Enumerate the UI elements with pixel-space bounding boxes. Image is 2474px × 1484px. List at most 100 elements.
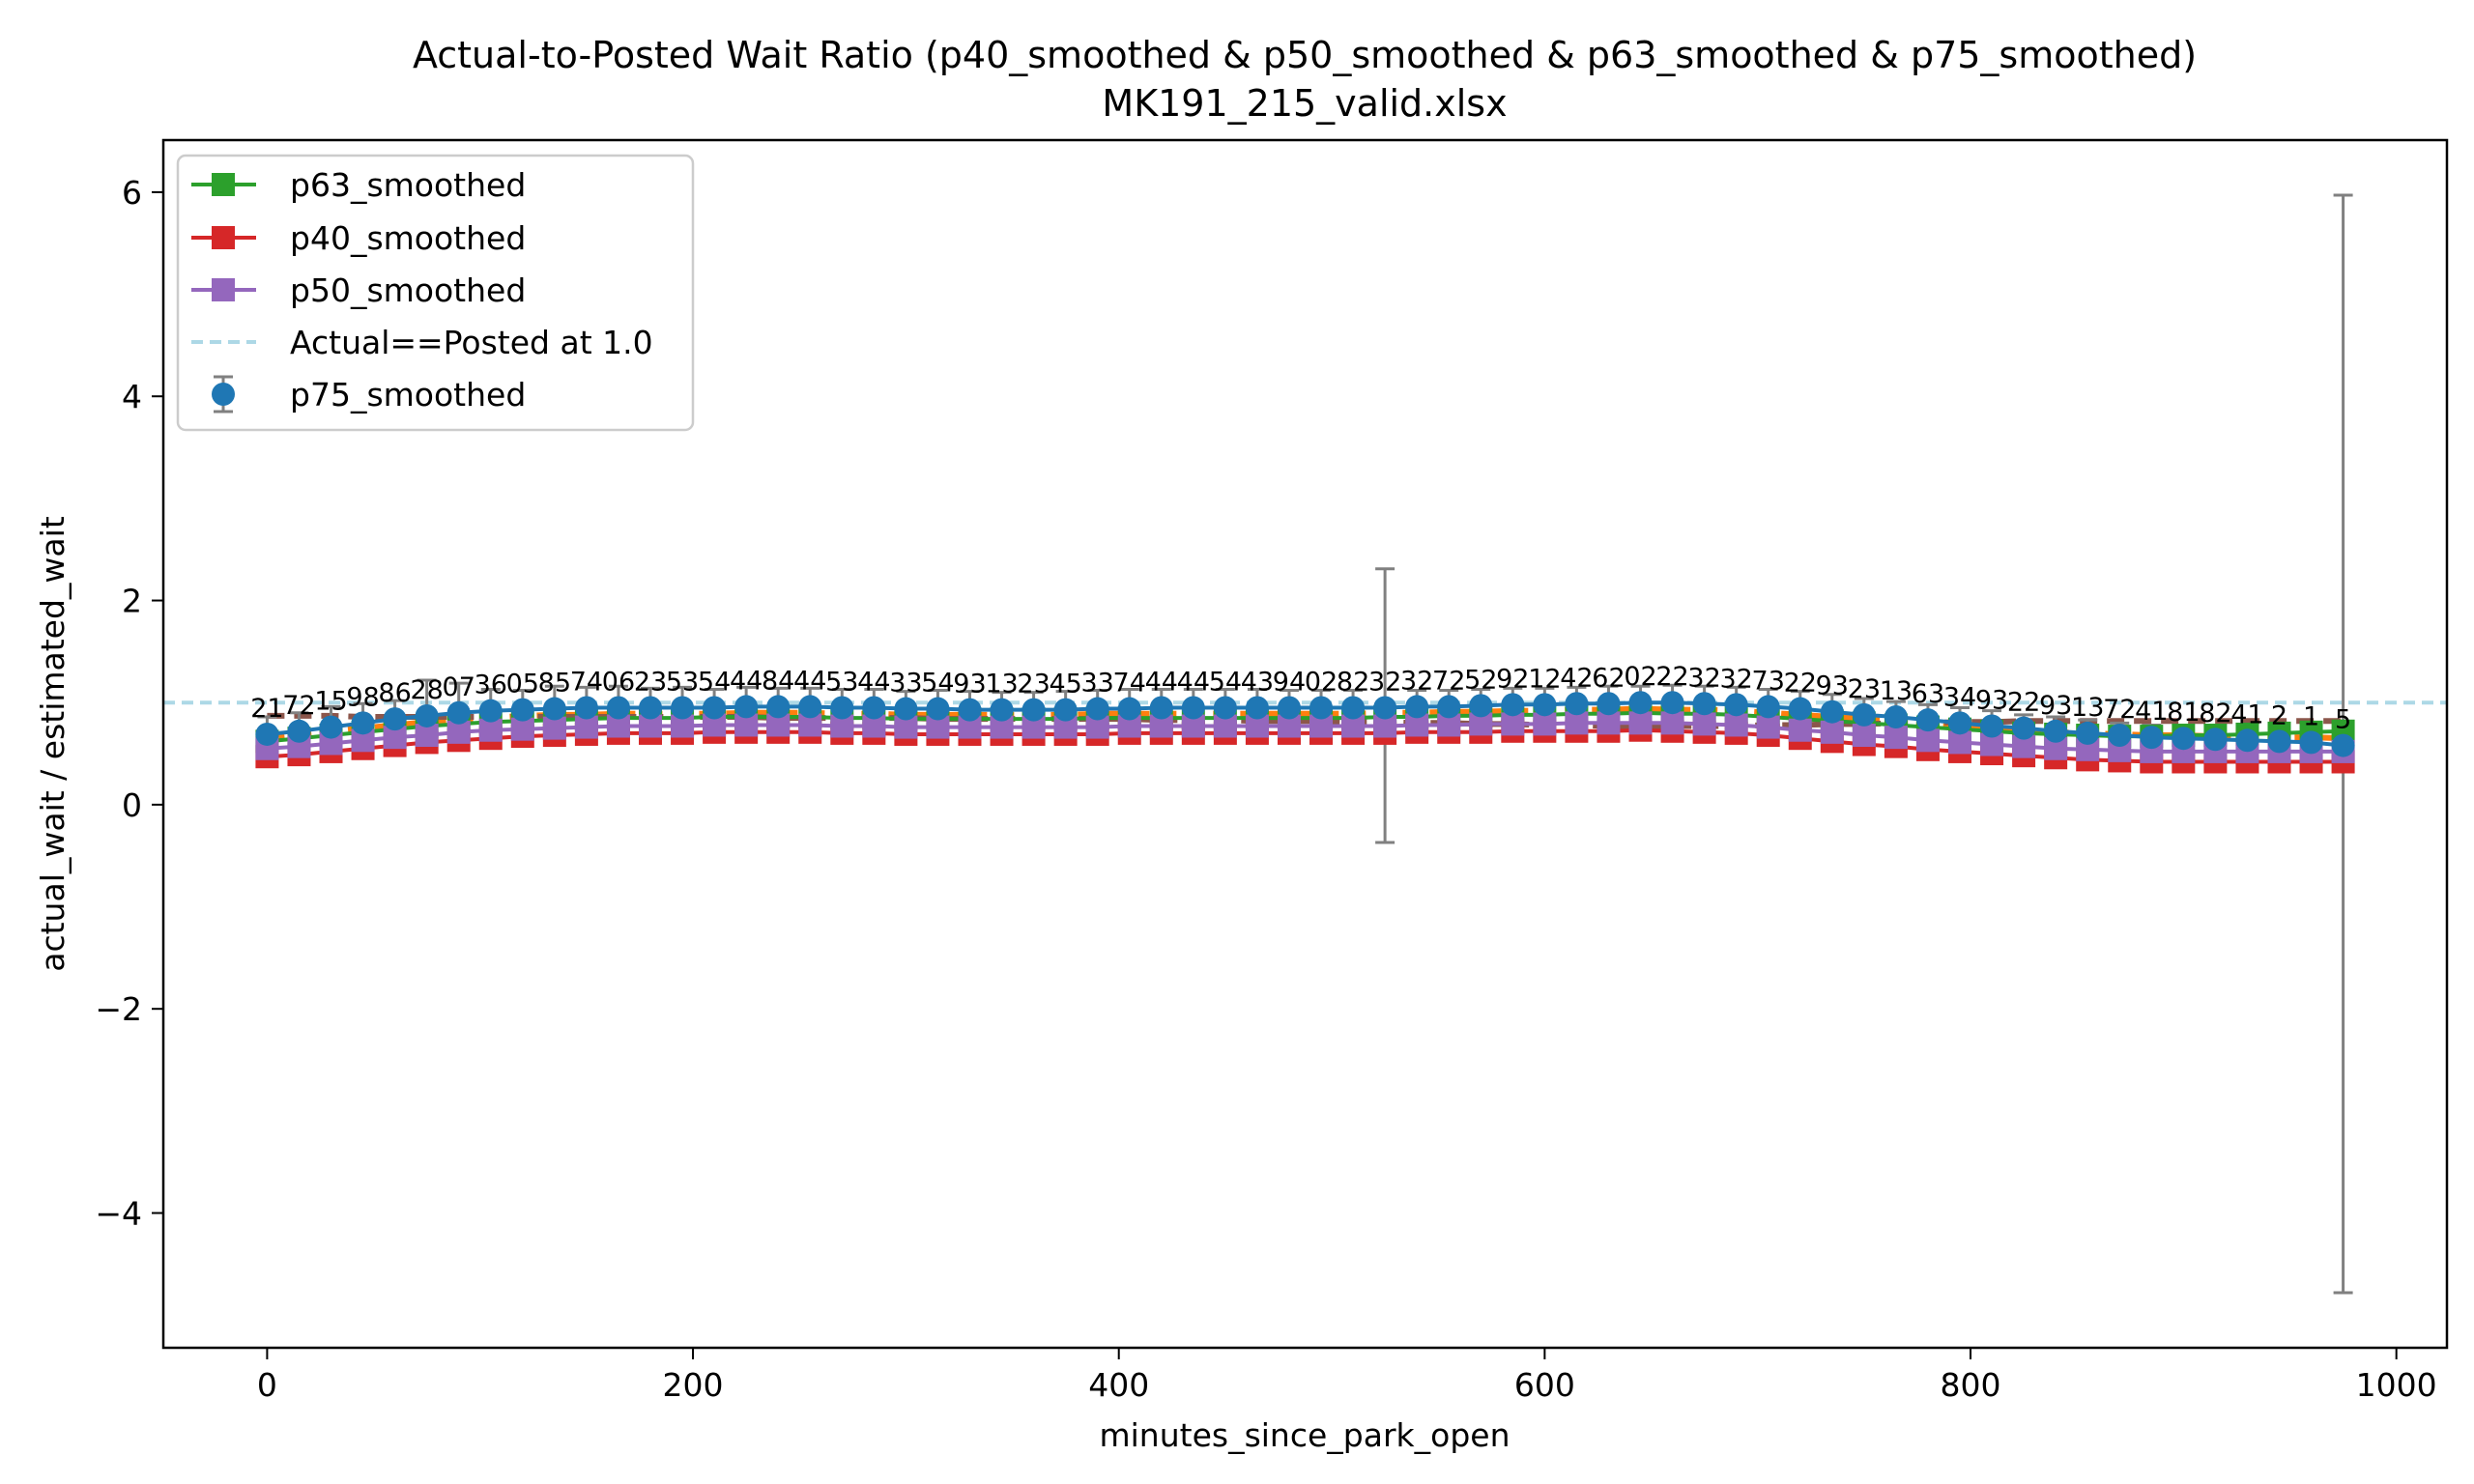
marker-p75_smoothed: [1980, 714, 2004, 738]
data-label: 44: [857, 667, 890, 697]
data-label: 02: [1624, 662, 1656, 692]
marker-p75_smoothed: [1213, 696, 1237, 720]
marker-p75_smoothed: [1117, 697, 1141, 721]
marker-p75_smoothed: [2331, 733, 2355, 757]
marker-p75_smoothed: [1692, 692, 1716, 716]
marker-p75_smoothed: [2044, 719, 2068, 743]
data-label: 44: [730, 666, 762, 696]
x-tick-label: 1000: [2356, 1366, 2437, 1404]
marker-p75_smoothed: [2076, 721, 2100, 745]
y-tick-label: 2: [122, 583, 142, 620]
data-label: 23: [634, 667, 667, 697]
marker-p75_smoothed: [2172, 727, 2196, 751]
legend-square-marker-icon: [212, 278, 235, 301]
data-label: 44: [793, 666, 826, 696]
marker-p50_smoothed: [478, 718, 503, 742]
marker-p75_smoothed: [990, 698, 1014, 722]
data-label: 82: [2199, 699, 2231, 728]
marker-p75_smoothed: [1565, 692, 1589, 716]
chart-subtitle: MK191_215_valid.xlsx: [1102, 82, 1507, 125]
y-tick-label: 4: [122, 378, 142, 415]
data-label: 43: [1241, 667, 1274, 697]
marker-p75_smoothed: [1533, 693, 1557, 717]
data-label: 07: [443, 672, 475, 702]
x-tick-label: 400: [1088, 1366, 1149, 1404]
data-label: 02: [1305, 667, 1338, 697]
legend-box: [176, 154, 695, 432]
data-label: 22: [1784, 669, 1817, 699]
y-tick-label: −2: [95, 990, 142, 1028]
marker-p75_smoothed: [1724, 693, 1748, 717]
marker-p50_smoothed: [446, 720, 471, 744]
marker-p75_smoothed: [255, 722, 279, 746]
marker-p50_smoothed: [1501, 712, 1525, 736]
marker-p75_smoothed: [2203, 728, 2228, 752]
plot-area: 2172159886280736058574062353544484445344…: [163, 193, 2447, 1295]
marker-p50_smoothed: [1756, 715, 1780, 739]
marker-p50_smoothed: [542, 716, 566, 740]
marker-p75_smoothed: [1277, 696, 1301, 720]
legend-square-marker-icon: [212, 226, 235, 249]
data-label: 42: [1560, 663, 1593, 693]
marker-p75_smoothed: [703, 696, 727, 720]
legend: p63_smoothed p40_smoothed p50_smoothed A…: [176, 154, 695, 432]
marker-p75_smoothed: [1948, 711, 1972, 735]
marker-p75_smoothed: [862, 696, 886, 720]
marker-p75_smoothed: [2140, 726, 2164, 750]
data-label: 32: [1687, 663, 1720, 693]
marker-p75_smoothed: [1373, 696, 1397, 720]
marker-p75_smoothed: [2012, 716, 2036, 740]
marker-p50_smoothed: [1628, 711, 1653, 735]
data-label: 41: [2135, 697, 2168, 727]
marker-p75_smoothed: [1884, 704, 1908, 728]
data-label: 93: [2039, 691, 2072, 721]
y-tick-label: 6: [122, 174, 142, 212]
data-label: 32: [1719, 664, 1752, 694]
y-tick-label: −4: [95, 1195, 142, 1233]
data-label: 34: [1943, 682, 1976, 712]
marker-p50_smoothed: [1692, 712, 1716, 736]
marker-p75_smoothed: [1788, 697, 1812, 721]
marker-p50_smoothed: [1597, 711, 1621, 735]
data-label: 28: [410, 675, 443, 705]
y-axis-label: actual_wait / estimated_wait: [34, 516, 72, 972]
marker-p75_smoothed: [351, 711, 375, 735]
marker-p75_smoothed: [2235, 728, 2259, 753]
marker-p75_smoothed: [2267, 729, 2291, 754]
marker-p75_smoothed: [1341, 696, 1366, 720]
data-label: 74: [570, 667, 603, 697]
x-tick-label: 200: [663, 1366, 724, 1404]
x-tick-label: 600: [1514, 1366, 1575, 1404]
marker-p75_smoothed: [1053, 698, 1078, 722]
data-label: 62: [1592, 663, 1625, 693]
data-label: 84: [762, 666, 794, 696]
legend-label-p40: p40_smoothed: [290, 219, 526, 257]
marker-p50_smoothed: [1852, 724, 1876, 748]
marker-p75_smoothed: [1149, 696, 1173, 720]
data-label: 36: [475, 671, 507, 700]
marker-p50_smoothed: [574, 715, 598, 739]
marker-p50_smoothed: [1533, 712, 1557, 736]
data-label: 05: [506, 670, 539, 699]
legend-label-reference: Actual==Posted at 1.0: [290, 324, 653, 361]
data-label: 54: [921, 669, 954, 699]
marker-p75_smoothed: [1628, 691, 1653, 715]
marker-p75_smoothed: [830, 696, 854, 720]
data-label: 82: [1337, 667, 1369, 697]
data-label: 93: [1816, 671, 1849, 701]
data-label: 85: [538, 669, 571, 699]
data-label: 54: [698, 667, 731, 697]
marker-p75_smoothed: [383, 707, 407, 731]
data-label: 33: [889, 669, 922, 699]
marker-p75_smoothed: [1085, 697, 1109, 721]
marker-p75_smoothed: [2108, 724, 2132, 748]
marker-p75_smoothed: [542, 697, 566, 721]
marker-p50_smoothed: [1788, 718, 1812, 742]
marker-p75_smoothed: [1597, 692, 1621, 716]
marker-p75_smoothed: [415, 703, 439, 728]
data-label: 41: [2230, 699, 2263, 729]
marker-p50_smoothed: [1565, 711, 1589, 735]
marker-p75_smoothed: [1405, 695, 1429, 719]
data-label: 44: [1145, 667, 1178, 697]
